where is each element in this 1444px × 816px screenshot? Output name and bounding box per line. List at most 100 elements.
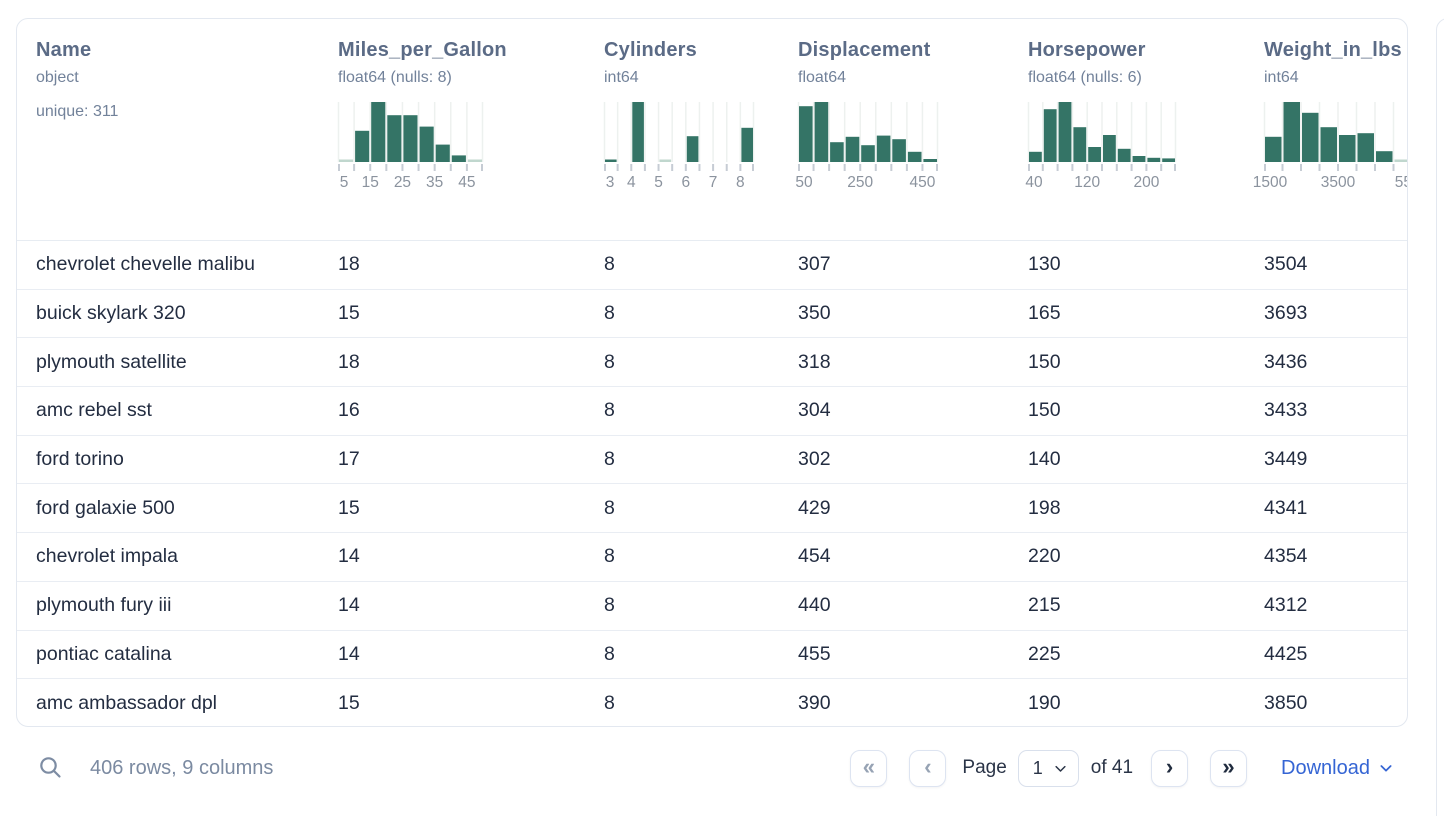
svg-text:3: 3 — [606, 174, 615, 191]
column-header-weight_in_lbs: Weight_in_lbs int64 1500 3500 5500 — [1253, 39, 1407, 240]
cell-cylinders: 8 — [604, 253, 615, 276]
table-row: amc rebel sst 16 8 304 150 3433 — [17, 387, 1407, 436]
cell-cylinders: 8 — [604, 545, 615, 568]
svg-text:200: 200 — [1133, 174, 1159, 191]
cell-name: chevrolet impala — [36, 545, 178, 568]
next-page-button[interactable]: › — [1151, 749, 1189, 787]
svg-text:50: 50 — [795, 174, 813, 191]
cell-weight_in_lbs: 4425 — [1264, 642, 1308, 665]
svg-text:15: 15 — [362, 174, 379, 191]
column-dtype: int64 — [604, 69, 639, 86]
column-unique-count: unique: 311 — [36, 103, 119, 120]
table-row: chevrolet chevelle malibu 18 8 307 130 3504 — [17, 241, 1407, 290]
column-title: Name — [36, 39, 92, 61]
column-dtype: float64 (nulls: 6) — [1028, 69, 1142, 86]
first-page-button[interactable]: « — [850, 749, 888, 787]
row-column-count: 406 rows, 9 columns — [90, 756, 274, 779]
cell-horsepower: 165 — [1028, 302, 1061, 325]
cell-miles_per_gallon: 14 — [338, 642, 360, 665]
chevron-down-icon — [1378, 760, 1394, 776]
column-title: Weight_in_lbs — [1264, 39, 1402, 61]
cell-weight_in_lbs: 4312 — [1264, 594, 1308, 617]
column-header-horsepower: Horsepower float64 (nulls: 6) 40 120 200 — [1025, 39, 1264, 240]
cell-miles_per_gallon: 15 — [338, 496, 360, 519]
cell-miles_per_gallon: 14 — [338, 594, 360, 617]
cell-miles_per_gallon: 15 — [338, 692, 360, 715]
table-body: chevrolet chevelle malibu 18 8 307 130 3504 bu… — [17, 241, 1407, 726]
cell-name: plymouth fury iii — [36, 594, 172, 617]
svg-text:7: 7 — [709, 174, 718, 191]
cell-horsepower: 198 — [1028, 496, 1061, 519]
svg-text:8: 8 — [736, 174, 745, 191]
cell-displacement: 440 — [798, 594, 831, 617]
table-footer: 406 rows, 9 columns « ‹ Page 1 of 41 › »… — [16, 736, 1408, 800]
displacement-histogram: 50 250 450 — [795, 102, 1028, 191]
chevron-down-icon — [1053, 761, 1068, 776]
page-label: Page — [962, 757, 1007, 778]
cell-horsepower: 225 — [1028, 642, 1061, 665]
cell-horsepower: 140 — [1028, 448, 1061, 471]
footer-left: 406 rows, 9 columns — [38, 755, 273, 781]
cell-displacement: 350 — [798, 302, 831, 325]
cell-miles_per_gallon: 18 — [338, 253, 360, 276]
cell-displacement: 455 — [798, 642, 831, 665]
table-row: ford torino 17 8 302 140 3449 — [17, 436, 1407, 485]
miles_per_gallon-histogram: 5 15 25 35 45 — [337, 102, 604, 191]
cell-cylinders: 8 — [604, 642, 615, 665]
dataframe-card: Name object unique: 311 Miles_per_Gallon flo… — [16, 18, 1408, 727]
footer-right: « ‹ Page 1 of 41 › » Download — [850, 749, 1394, 787]
cell-cylinders: 8 — [604, 399, 615, 422]
horsepower-histogram: 40 120 200 — [1025, 102, 1264, 191]
svg-text:35: 35 — [426, 174, 443, 191]
table-row: amc ambassador dpl 15 8 390 190 3850 — [17, 679, 1407, 726]
cell-cylinders: 8 — [604, 496, 615, 519]
svg-text:45: 45 — [458, 174, 475, 191]
cell-weight_in_lbs: 3504 — [1264, 253, 1308, 276]
cell-miles_per_gallon: 18 — [338, 350, 360, 373]
cell-horsepower: 150 — [1028, 350, 1061, 373]
cell-cylinders: 8 — [604, 302, 615, 325]
cell-horsepower: 150 — [1028, 399, 1061, 422]
page-total-label: of 41 — [1090, 757, 1134, 778]
cell-name: plymouth satellite — [36, 350, 187, 373]
cell-displacement: 390 — [798, 692, 831, 715]
cell-name: ford torino — [36, 448, 124, 471]
cell-cylinders: 8 — [604, 350, 615, 373]
cell-miles_per_gallon: 15 — [338, 302, 360, 325]
cell-displacement: 429 — [798, 496, 831, 519]
cell-cylinders: 8 — [604, 692, 615, 715]
cell-name: amc rebel sst — [36, 399, 152, 422]
column-dtype: float64 (nulls: 8) — [338, 69, 452, 86]
page-select[interactable]: 1 — [1017, 749, 1079, 787]
column-header-cylinders: Cylinders int64 3 4 5 6 7 8 — [603, 39, 798, 240]
cell-horsepower: 220 — [1028, 545, 1061, 568]
column-header-displacement: Displacement float64 50 250 450 — [795, 39, 1028, 240]
table-row: plymouth satellite 18 8 318 150 3436 — [17, 338, 1407, 388]
cell-displacement: 454 — [798, 545, 831, 568]
cell-weight_in_lbs: 3436 — [1264, 350, 1308, 373]
column-dtype: object — [36, 69, 79, 86]
svg-text:4: 4 — [627, 174, 636, 191]
cell-weight_in_lbs: 3850 — [1264, 692, 1308, 715]
cell-name: amc ambassador dpl — [36, 692, 218, 715]
table-header-row: Name object unique: 311 Miles_per_Gallon flo… — [17, 19, 1407, 241]
svg-text:250: 250 — [847, 174, 873, 191]
svg-text:120: 120 — [1074, 174, 1100, 191]
cell-name: pontiac catalina — [36, 642, 172, 665]
last-page-button[interactable]: » — [1210, 749, 1248, 787]
cell-weight_in_lbs: 4354 — [1264, 545, 1308, 568]
previous-page-button[interactable]: ‹ — [909, 749, 947, 787]
cell-weight_in_lbs: 3449 — [1264, 448, 1308, 471]
download-label: Download — [1281, 756, 1370, 779]
cell-miles_per_gallon: 17 — [338, 448, 360, 471]
table-row: ford galaxie 500 15 8 429 198 4341 — [17, 484, 1407, 534]
search-icon[interactable] — [38, 755, 64, 781]
cell-displacement: 304 — [798, 399, 831, 422]
cell-displacement: 318 — [798, 350, 831, 373]
download-button[interactable]: Download — [1281, 757, 1394, 780]
cell-displacement: 302 — [798, 448, 831, 471]
svg-text:450: 450 — [910, 174, 936, 191]
cell-displacement: 307 — [798, 253, 831, 276]
